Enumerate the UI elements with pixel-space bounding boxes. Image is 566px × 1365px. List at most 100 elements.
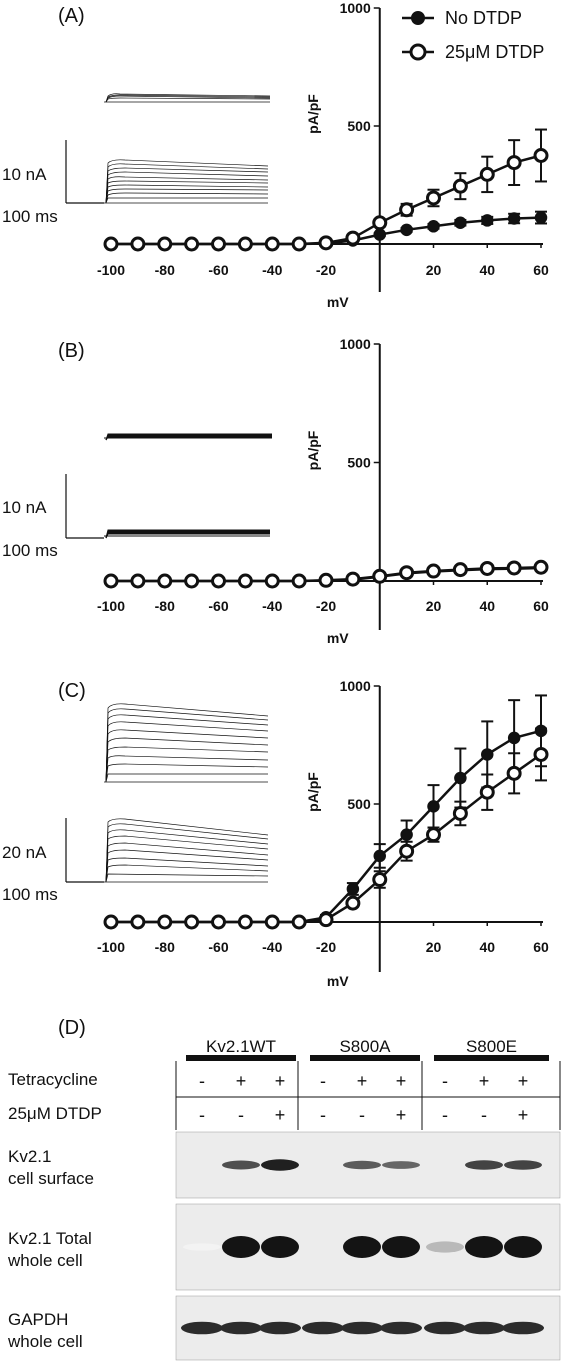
data-point — [372, 568, 388, 584]
data-point — [506, 155, 522, 171]
x-tick-label: -80 — [155, 262, 175, 278]
blot-strip: Kv2.1 cell surface — [8, 1131, 561, 1199]
x-tick-label: -60 — [208, 939, 228, 955]
blot-band — [222, 1160, 260, 1170]
x-tick-label: -20 — [316, 939, 336, 955]
panel-d-western-blot: (D) Kv2.1WT S800A S800E Tetracycline 25μM D… — [7, 1017, 561, 1361]
x-tick-label: -80 — [155, 939, 175, 955]
data-point — [400, 828, 413, 841]
data-point — [372, 215, 388, 231]
iv-plot-a: -100 -80 -60 -40 -20 20 40 60 1000 500 mV pA/pF — [97, 0, 549, 310]
data-point — [103, 573, 119, 589]
current-traces-dtdp — [104, 159, 269, 204]
data-point — [454, 216, 467, 230]
blot-band — [183, 1243, 221, 1251]
series-dtdp — [103, 559, 549, 589]
blot-band — [424, 1321, 466, 1335]
x-tick-label: -20 — [316, 598, 336, 614]
data-point — [184, 914, 200, 930]
data-point — [184, 573, 200, 589]
dtdp-sign: - — [199, 1105, 205, 1125]
blot-band — [302, 1321, 344, 1335]
x-tick-label: -100 — [97, 939, 125, 955]
panel-label: (C) — [58, 680, 86, 702]
current-traces-dtdp — [104, 529, 270, 539]
group-bar — [310, 1055, 420, 1061]
blot-band — [220, 1321, 262, 1335]
tetracycline-sign: + — [518, 1071, 529, 1091]
data-point — [318, 235, 334, 251]
y-axis-label: pA/pF — [305, 430, 321, 470]
panel-label: (B) — [58, 340, 85, 362]
scale-bar — [65, 140, 104, 204]
scale-current-label: 20 nA — [2, 843, 47, 862]
iv-plot-c: -100 -80 -60 -40 -20 20 40 60 1000 500 mV pA/pF — [97, 678, 549, 989]
data-point — [399, 843, 415, 859]
data-point — [211, 236, 226, 252]
blot-band — [504, 1236, 542, 1258]
panel-c: (C) 2 — [2, 678, 549, 989]
group-label: S800A — [339, 1037, 391, 1056]
data-point — [184, 236, 200, 252]
data-point — [534, 211, 548, 224]
data-point — [264, 914, 280, 930]
blot-band — [463, 1321, 505, 1335]
data-point — [345, 230, 361, 246]
blot-band — [382, 1161, 420, 1169]
data-point — [426, 827, 441, 843]
x-tick-label: -40 — [262, 939, 282, 955]
data-point — [452, 805, 468, 821]
data-point — [452, 562, 468, 578]
legend-label-no-dtdp: No DTDP — [445, 8, 522, 28]
series-no-dtdp — [104, 694, 548, 929]
data-point — [507, 212, 521, 225]
data-point — [427, 220, 440, 233]
tetracycline-sign: + — [236, 1071, 247, 1091]
x-tick-label: -100 — [97, 262, 125, 278]
x-tick-label: -100 — [97, 598, 125, 614]
dtdp-sign: + — [275, 1105, 286, 1125]
blot-band — [504, 1160, 542, 1170]
dtdp-sign: - — [359, 1105, 365, 1125]
data-point — [291, 236, 307, 252]
x-tick-label: -40 — [262, 598, 282, 614]
x-tick-label: -60 — [208, 598, 228, 614]
x-tick-label: 60 — [533, 262, 549, 278]
dtdp-sign: - — [238, 1105, 244, 1125]
x-axis-label: mV — [327, 630, 349, 646]
legend: No DTDP 25μM DTDP — [402, 8, 544, 62]
blot-band — [261, 1159, 299, 1171]
blot-band — [502, 1321, 544, 1335]
data-point — [533, 148, 549, 163]
data-point — [399, 565, 415, 581]
blot-band — [465, 1236, 503, 1258]
group-label: Kv2.1WT — [206, 1037, 276, 1056]
data-point — [506, 560, 522, 576]
current-traces-dtdp — [104, 818, 269, 883]
data-point — [237, 914, 253, 930]
panel-label: (D) — [58, 1017, 86, 1039]
data-point — [211, 914, 226, 930]
data-point — [103, 236, 119, 252]
blot-strip: Kv2.1 Total whole cell — [7, 1203, 561, 1291]
blot-band — [343, 1236, 381, 1258]
data-point — [103, 914, 119, 930]
row-label-dtdp: 25μM DTDP — [8, 1104, 102, 1123]
tetracycline-sign: - — [442, 1071, 448, 1091]
tetracycline-sign: + — [479, 1071, 490, 1091]
data-point — [400, 223, 413, 237]
group-bar — [186, 1055, 296, 1061]
data-point — [346, 882, 360, 896]
data-point — [318, 572, 334, 588]
data-point — [157, 914, 173, 930]
scale-bar — [65, 818, 104, 883]
dtdp-sign: - — [320, 1105, 326, 1125]
current-traces-no-dtdp — [104, 433, 272, 441]
blot-band — [382, 1236, 420, 1258]
blot-band — [426, 1241, 464, 1253]
scale-bar — [65, 474, 104, 539]
treatment-table: Tetracycline 25μM DTDP - - + - + + - - + - + + - - + - + + — [8, 1061, 561, 1130]
group-bar — [434, 1055, 549, 1061]
scale-time-label: 100 ms — [2, 885, 58, 904]
